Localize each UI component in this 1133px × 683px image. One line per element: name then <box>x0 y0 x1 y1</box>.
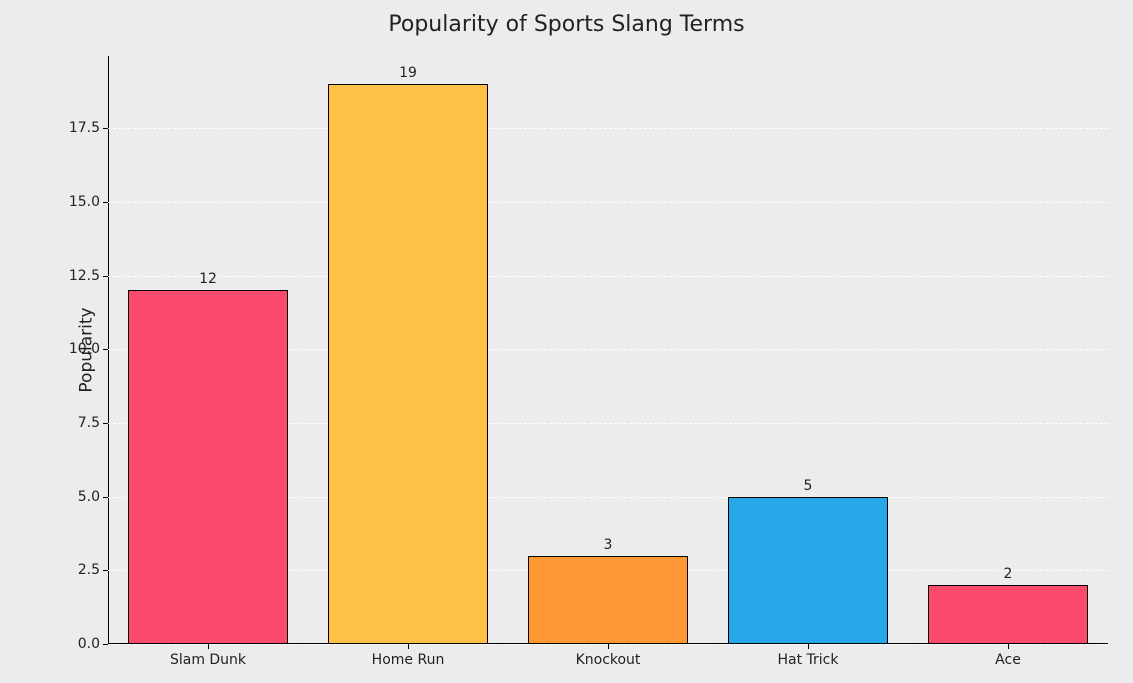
x-tick <box>1008 644 1009 649</box>
bar-value-label: 2 <box>1004 566 1013 582</box>
y-tick <box>103 276 108 277</box>
y-tick-label: 15.0 <box>69 194 100 210</box>
x-tick-label: Ace <box>995 652 1021 668</box>
gridline <box>108 128 1108 129</box>
x-tick <box>608 644 609 649</box>
bar-value-label: 12 <box>199 271 217 287</box>
y-tick-label: 2.5 <box>78 562 100 578</box>
x-tick <box>408 644 409 649</box>
y-tick-label: 12.5 <box>69 268 100 284</box>
bar-value-label: 19 <box>399 65 417 81</box>
bar-value-label: 3 <box>604 537 613 553</box>
y-tick-label: 7.5 <box>78 415 100 431</box>
y-tick <box>103 644 108 645</box>
bar-value-label: 5 <box>804 478 813 494</box>
y-tick <box>103 570 108 571</box>
gridline <box>108 202 1108 203</box>
bar <box>528 556 688 644</box>
y-tick <box>103 497 108 498</box>
x-tick-label: Home Run <box>372 652 445 668</box>
bar <box>328 84 488 644</box>
y-tick <box>103 349 108 350</box>
bar <box>728 497 888 644</box>
y-tick-label: 5.0 <box>78 489 100 505</box>
y-tick-label: 17.5 <box>69 120 100 136</box>
plot-area: 0.02.55.07.510.012.515.017.512Slam Dunk1… <box>108 56 1108 644</box>
y-axis-spine <box>108 56 109 644</box>
x-tick-label: Hat Trick <box>778 652 839 668</box>
y-tick <box>103 423 108 424</box>
y-tick <box>103 128 108 129</box>
y-axis-label: Popularity <box>77 307 97 392</box>
figure: Popularity of Sports Slang Terms 0.0 2.5 5… <box>0 0 1133 683</box>
axes: 0.02.55.07.510.012.515.017.512Slam Dunk1… <box>108 56 1108 644</box>
bar <box>128 290 288 644</box>
x-tick-label: Slam Dunk <box>170 652 246 668</box>
x-tick-label: Knockout <box>576 652 641 668</box>
gridline <box>108 276 1108 277</box>
chart-title: Popularity of Sports Slang Terms <box>0 12 1133 37</box>
y-tick-label: 0.0 <box>78 636 100 652</box>
bar <box>928 585 1088 644</box>
x-tick <box>208 644 209 649</box>
y-tick <box>103 202 108 203</box>
x-tick <box>808 644 809 649</box>
